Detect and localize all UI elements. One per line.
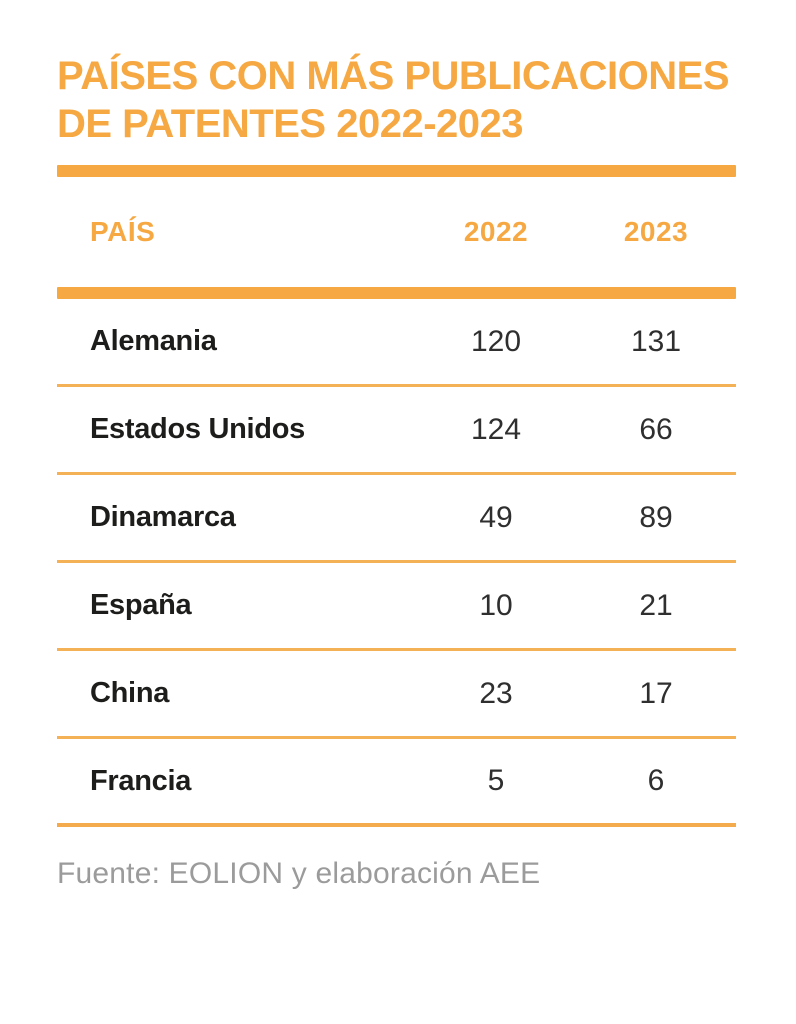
table-row: Dinamarca 49 89 [57,475,736,563]
header-divider-bar [57,287,736,299]
country-cell: Estados Unidos [90,413,305,445]
table-row: Estados Unidos 124 66 [57,387,736,475]
value-2022-cell: 124 [470,412,522,446]
source-attribution: Fuente: EOLION y elaboración AEE [57,857,541,890]
table-row: China 23 17 [57,651,736,739]
value-2023-cell: 89 [639,500,673,534]
table-header-row: PAÍS 2022 2023 [57,177,736,287]
value-2023-cell: 21 [639,588,673,622]
value-2023-cell: 6 [647,764,665,797]
value-2023-cell: 66 [639,412,673,446]
page-title-line-2: DE PATENTES 2022-2023 [57,102,524,146]
column-header-2023: 2023 [623,216,689,247]
value-2022-cell: 120 [470,324,522,358]
table-body: Alemania 120 131 Estados Unidos 124 66 D… [57,299,736,827]
country-cell: China [90,677,170,709]
column-header-2022: 2022 [463,216,529,247]
country-cell: Alemania [90,325,217,357]
value-2023-cell: 17 [639,676,673,710]
page-title: PAÍSES CON MÁS PUBLICACIONES DE PATENTES… [57,52,736,148]
table-row: Alemania 120 131 [57,299,736,387]
country-cell: Dinamarca [90,501,236,533]
value-2022-cell: 10 [479,588,513,622]
top-divider-bar [57,165,736,177]
value-2022-cell: 49 [479,500,513,534]
value-2022-cell: 5 [487,764,505,797]
value-2023-cell: 131 [630,324,682,358]
value-2022-cell: 23 [479,676,513,710]
country-cell: España [90,589,192,621]
country-cell: Francia [90,764,192,797]
table-row: España 10 21 [57,563,736,651]
page-title-line-1: PAÍSES CON MÁS PUBLICACIONES [57,54,730,98]
table-row: Francia 5 6 [57,739,736,827]
column-header-country: PAÍS [90,216,156,247]
